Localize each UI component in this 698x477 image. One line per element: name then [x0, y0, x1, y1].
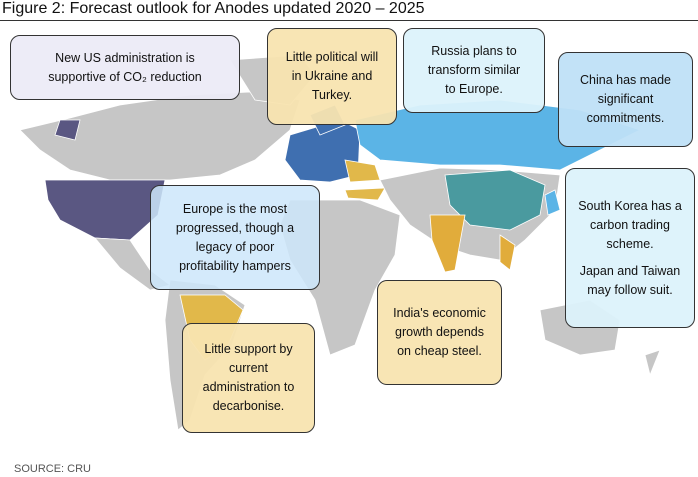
callout-box: New US administration is supportive of CO… — [10, 35, 240, 100]
callout-line: Japan and Taiwan — [579, 263, 681, 278]
callout-line: transform similar — [427, 63, 521, 77]
callout-line: Little political will — [285, 50, 379, 64]
callout-line: decarbonise. — [212, 399, 285, 413]
callout-box: Russia plans to transform similar to Europ… — [403, 28, 545, 113]
callout-line: supportive of CO₂ reduction — [48, 69, 202, 84]
callout-line: carbon trading — [590, 217, 670, 232]
callout-box: China has made significant commitments. — [558, 52, 693, 147]
source-note: SOURCE: CRU — [14, 463, 92, 475]
title-rule — [0, 20, 698, 21]
callout-line: profitability hampers — [179, 258, 291, 273]
callout-line: progressed, though a — [175, 220, 295, 235]
callout-box: South Korea has a carbon trading scheme. Ja… — [565, 168, 695, 328]
callout-line: to Europe. — [445, 82, 503, 96]
callout-line: significant — [597, 92, 654, 106]
callout-line: Russia plans to — [431, 44, 517, 58]
callout-line: Turkey. — [311, 88, 353, 102]
callout-line: in Ukraine and — [291, 69, 373, 83]
callout-line: China has made — [579, 73, 672, 87]
callout-line: on cheap steel. — [397, 344, 482, 358]
callout-box: Little support by current administration t… — [182, 323, 315, 433]
callout-line: commitments. — [586, 111, 665, 125]
callout-line: administration to — [202, 380, 295, 394]
callout-box: Europe is the most progressed, though a le… — [150, 185, 320, 290]
callout-line: scheme. — [606, 236, 654, 251]
callout-line: current — [229, 361, 268, 375]
callout-line: legacy of poor — [195, 239, 275, 254]
callout-line: South Korea has a — [578, 198, 682, 213]
callout-line: Little support by — [204, 342, 293, 356]
figure-title: Figure 2: Forecast outlook for Anodes up… — [2, 0, 425, 17]
callout-box: India's economic growth depends on cheap s… — [377, 280, 502, 385]
callout-line: New US administration is — [55, 50, 195, 65]
callout-line: Europe is the most — [182, 201, 288, 216]
callout-box: Little political will in Ukraine and Turke… — [267, 28, 397, 125]
callout-line: may follow suit. — [587, 282, 673, 297]
callout-line: growth depends — [395, 325, 484, 339]
callout-line: India's economic — [393, 306, 486, 320]
